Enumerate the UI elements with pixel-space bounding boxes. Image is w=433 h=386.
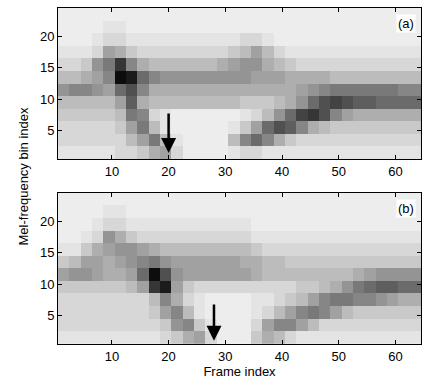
- svg-text:5: 5: [47, 123, 54, 138]
- svg-text:30: 30: [218, 164, 232, 179]
- svg-text:Mel-frequency bin index: Mel-frequency bin index: [16, 107, 31, 246]
- svg-text:(b): (b): [398, 201, 414, 216]
- svg-text:20: 20: [40, 29, 54, 44]
- svg-text:40: 40: [275, 164, 289, 179]
- svg-text:40: 40: [275, 349, 289, 364]
- svg-text:60: 60: [388, 349, 402, 364]
- svg-text:5: 5: [47, 308, 54, 323]
- svg-text:30: 30: [218, 349, 232, 364]
- svg-text:15: 15: [40, 245, 54, 260]
- svg-text:20: 20: [161, 164, 175, 179]
- svg-text:10: 10: [105, 164, 119, 179]
- svg-text:10: 10: [40, 277, 54, 292]
- svg-text:20: 20: [161, 349, 175, 364]
- svg-text:15: 15: [40, 60, 54, 75]
- svg-text:60: 60: [388, 164, 402, 179]
- svg-text:Frame index: Frame index: [203, 364, 276, 379]
- svg-text:10: 10: [105, 349, 119, 364]
- svg-text:50: 50: [332, 164, 346, 179]
- svg-text:10: 10: [40, 92, 54, 107]
- svg-text:(a): (a): [398, 16, 414, 31]
- svg-text:50: 50: [332, 349, 346, 364]
- svg-text:20: 20: [40, 214, 54, 229]
